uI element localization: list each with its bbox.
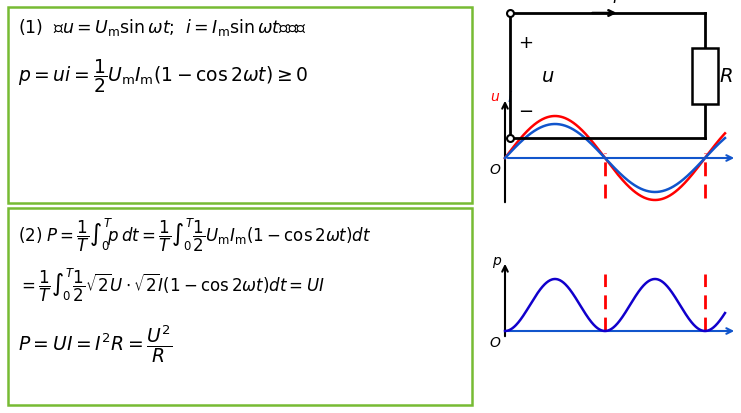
Text: $p$: $p$ — [492, 254, 502, 269]
Bar — [8, 8, 472, 204]
Text: $O$: $O$ — [488, 335, 501, 349]
Text: $p=ui=\dfrac{1}{2}U_\mathrm{m}I_\mathrm{m}(1-\cos 2\omega t)\geq 0$: $p=ui=\dfrac{1}{2}U_\mathrm{m}I_\mathrm{… — [18, 57, 308, 95]
Text: $i$: $i$ — [507, 89, 513, 104]
Text: $(2)\;P=\dfrac{1}{T}\int_0^T\!p\,dt=\dfrac{1}{T}\int_0^T\dfrac{1}{2}U_\mathrm{m}: $(2)\;P=\dfrac{1}{T}\int_0^T\!p\,dt=\dfr… — [18, 216, 371, 253]
Text: $O$: $O$ — [488, 163, 501, 177]
Text: $u$: $u$ — [490, 90, 500, 104]
Text: (1)  $\mathit{\mathrm{由}}u=U_\mathrm{m}\sin\omega t$;  $i=I_\mathrm{m}\sin\omega: (1) $\mathit{\mathrm{由}}u=U_\mathrm{m}\s… — [18, 17, 307, 38]
Text: $-$: $-$ — [518, 101, 533, 119]
Text: $P=UI=I^2R=\dfrac{U^2}{R}$: $P=UI=I^2R=\dfrac{U^2}{R}$ — [18, 323, 173, 365]
Text: $+$: $+$ — [518, 34, 533, 52]
Bar — [8, 209, 472, 405]
Bar — [692, 48, 718, 104]
Text: $=\dfrac{1}{T}\int_0^T\dfrac{1}{2}\sqrt{2}U\cdot\sqrt{2}I(1-\cos 2\omega t)dt=UI: $=\dfrac{1}{T}\int_0^T\dfrac{1}{2}\sqrt{… — [18, 266, 325, 303]
Text: $R$: $R$ — [719, 67, 733, 86]
Text: $u$: $u$ — [541, 67, 555, 86]
Text: $i$: $i$ — [612, 0, 619, 7]
